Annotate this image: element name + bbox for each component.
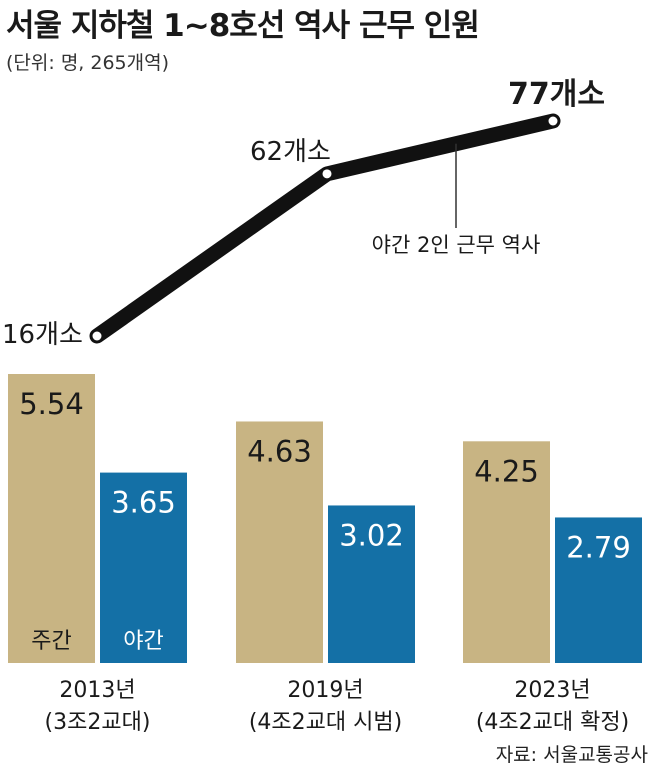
bar-day bbox=[236, 421, 323, 663]
line-point bbox=[92, 331, 102, 341]
chart-title: 서울 지하철 1~8호선 역사 근무 인원 bbox=[6, 8, 480, 44]
line-point bbox=[548, 116, 558, 126]
bar-value-day: 4.25 bbox=[474, 454, 539, 488]
series-label-day: 주간 bbox=[31, 629, 71, 654]
line-annotation: 야간 2인 근무 역사 bbox=[372, 233, 541, 257]
bar-day bbox=[8, 374, 95, 663]
category-label: 2019년 bbox=[287, 678, 363, 703]
bar-value-night: 3.02 bbox=[339, 518, 404, 552]
bar-value-night: 3.65 bbox=[111, 486, 176, 520]
category-label: (4조2교대 확정) bbox=[476, 710, 629, 735]
line-label: 62개소 bbox=[250, 137, 331, 167]
bar-night bbox=[328, 505, 415, 663]
unit-note: (단위: 명, 265개역) bbox=[6, 52, 170, 74]
bar-day bbox=[463, 441, 550, 663]
bar-night bbox=[555, 517, 642, 663]
category-label: (3조2교대) bbox=[45, 710, 151, 735]
line-point bbox=[322, 169, 332, 179]
line-label: 16개소 bbox=[2, 320, 83, 350]
line-label: 77개소 bbox=[508, 77, 605, 112]
category-label: (4조2교대 시범) bbox=[249, 710, 402, 735]
series-label-night: 야간 bbox=[123, 629, 163, 654]
bar-value-night: 2.79 bbox=[566, 530, 631, 564]
category-label: 2013년 bbox=[59, 678, 135, 703]
bar-value-day: 4.63 bbox=[247, 434, 312, 468]
bar-value-day: 5.54 bbox=[19, 387, 84, 421]
category-label: 2023년 bbox=[514, 678, 590, 703]
source-note: 자료: 서울교통공사 bbox=[495, 744, 648, 766]
bar-night bbox=[100, 472, 187, 663]
